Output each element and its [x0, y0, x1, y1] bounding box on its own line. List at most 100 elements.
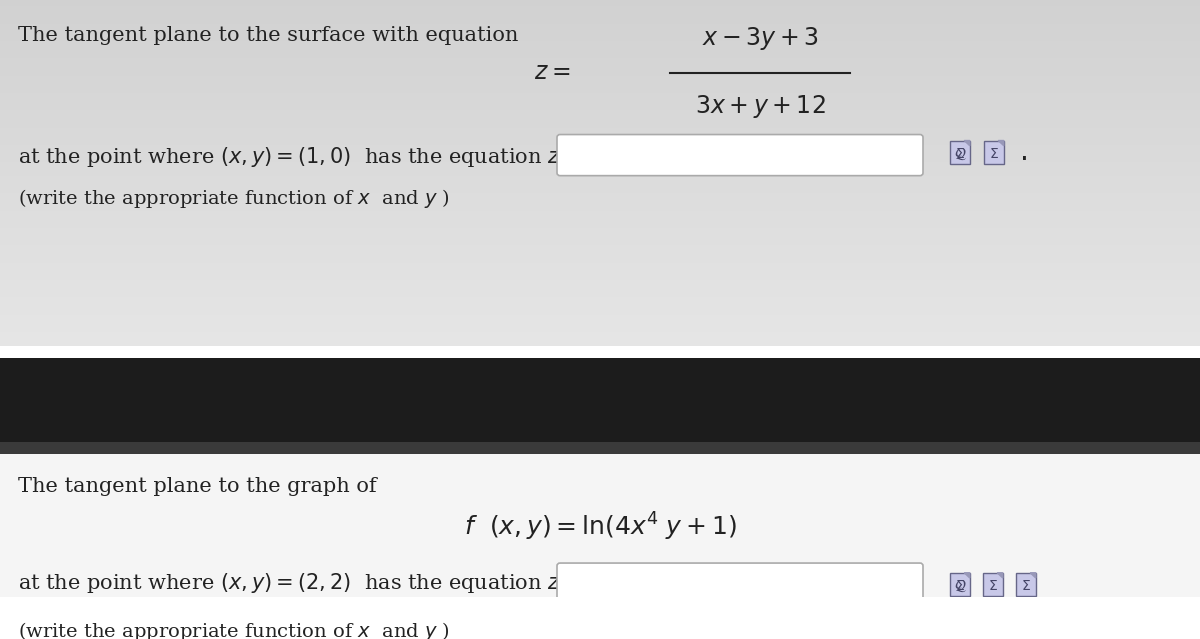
Bar [0, 72, 1200, 76]
Bar [0, 69, 1200, 73]
Bar [0, 114, 1200, 118]
Bar [0, 52, 1200, 56]
Bar [0, 0, 1200, 3]
Bar [0, 17, 1200, 21]
Bar [0, 318, 1200, 322]
Text: (write the appropriate function of $x$  and $y$ ): (write the appropriate function of $x$ a… [18, 187, 450, 210]
Text: $x - 3y + 3$: $x - 3y + 3$ [702, 26, 818, 52]
Text: $\Sigma$: $\Sigma$ [1021, 580, 1031, 594]
Bar [0, 454, 1200, 597]
Bar [0, 266, 1200, 270]
Text: at the point where $(x, y) = (2, 2)$  has the equation $z$ =: at the point where $(x, y) = (2, 2)$ has… [18, 571, 582, 594]
Bar [0, 183, 1200, 187]
Bar [0, 238, 1200, 242]
Bar [0, 256, 1200, 259]
Bar [0, 141, 1200, 146]
Bar [0, 100, 1200, 104]
Bar [0, 187, 1200, 190]
Bar [0, 442, 1200, 454]
Bar [0, 27, 1200, 31]
Bar [0, 297, 1200, 301]
FancyBboxPatch shape [950, 573, 970, 596]
FancyBboxPatch shape [984, 141, 1004, 164]
Text: The tangent plane to the graph of: The tangent plane to the graph of [18, 477, 377, 496]
Bar [0, 96, 1200, 100]
Bar [0, 252, 1200, 256]
Bar [0, 41, 1200, 45]
FancyBboxPatch shape [557, 563, 923, 604]
Bar [0, 131, 1200, 135]
Bar [0, 197, 1200, 201]
Bar [0, 221, 1200, 225]
Bar [0, 107, 1200, 111]
Bar [0, 335, 1200, 339]
Bar [0, 3, 1200, 7]
Bar [0, 58, 1200, 63]
Bar [0, 86, 1200, 90]
Bar [0, 314, 1200, 319]
Bar [0, 207, 1200, 212]
Bar [0, 55, 1200, 59]
Text: $\Sigma$: $\Sigma$ [955, 147, 965, 161]
Bar [0, 225, 1200, 229]
Bar [0, 214, 1200, 218]
Bar [0, 173, 1200, 176]
Bar [0, 301, 1200, 305]
Bar [0, 128, 1200, 132]
Bar [0, 89, 1200, 93]
Bar [0, 311, 1200, 315]
Bar [0, 152, 1200, 156]
Bar [0, 218, 1200, 222]
Bar [0, 13, 1200, 17]
Bar [0, 304, 1200, 308]
Text: The tangent plane to the surface with equation: The tangent plane to the surface with eq… [18, 26, 518, 45]
Bar [0, 169, 1200, 173]
Bar [0, 148, 1200, 152]
Bar [0, 10, 1200, 14]
Bar [0, 31, 1200, 35]
Bar [0, 270, 1200, 273]
Polygon shape [997, 573, 1003, 578]
Bar [0, 290, 1200, 295]
Bar [0, 48, 1200, 52]
Bar [0, 321, 1200, 325]
FancyBboxPatch shape [1016, 573, 1036, 596]
Bar [0, 339, 1200, 343]
Polygon shape [965, 573, 970, 578]
Text: at the point where $(x, y) = (1, 0)$  has the equation $z$ =: at the point where $(x, y) = (1, 0)$ has… [18, 145, 582, 169]
Polygon shape [998, 141, 1003, 146]
Bar [0, 176, 1200, 180]
FancyBboxPatch shape [983, 573, 1003, 596]
Bar [0, 263, 1200, 266]
Text: $3x + y + 12$: $3x + y + 12$ [695, 93, 826, 120]
Bar [0, 155, 1200, 159]
Bar [0, 65, 1200, 69]
Bar [0, 34, 1200, 38]
Bar [0, 249, 1200, 253]
Bar [0, 287, 1200, 291]
Bar [0, 82, 1200, 86]
Bar [0, 24, 1200, 27]
Bar [0, 242, 1200, 246]
Bar [0, 118, 1200, 121]
Text: $\mathcal{Q}$: $\mathcal{Q}$ [954, 579, 966, 594]
Bar [0, 190, 1200, 194]
Text: $\Sigma$: $\Sigma$ [989, 147, 998, 161]
Bar [0, 121, 1200, 125]
Bar [0, 277, 1200, 281]
Text: $z =$: $z =$ [534, 61, 570, 84]
Bar [0, 45, 1200, 49]
Bar [0, 328, 1200, 332]
Bar [0, 104, 1200, 107]
Bar [0, 93, 1200, 97]
Bar [0, 62, 1200, 66]
Bar [0, 138, 1200, 142]
Bar [0, 211, 1200, 215]
Bar [0, 325, 1200, 329]
Bar [0, 280, 1200, 284]
Text: $\mathcal{Q}$: $\mathcal{Q}$ [954, 146, 966, 162]
Bar [0, 145, 1200, 149]
Bar [0, 180, 1200, 183]
Bar [0, 194, 1200, 197]
FancyBboxPatch shape [0, 0, 1200, 346]
